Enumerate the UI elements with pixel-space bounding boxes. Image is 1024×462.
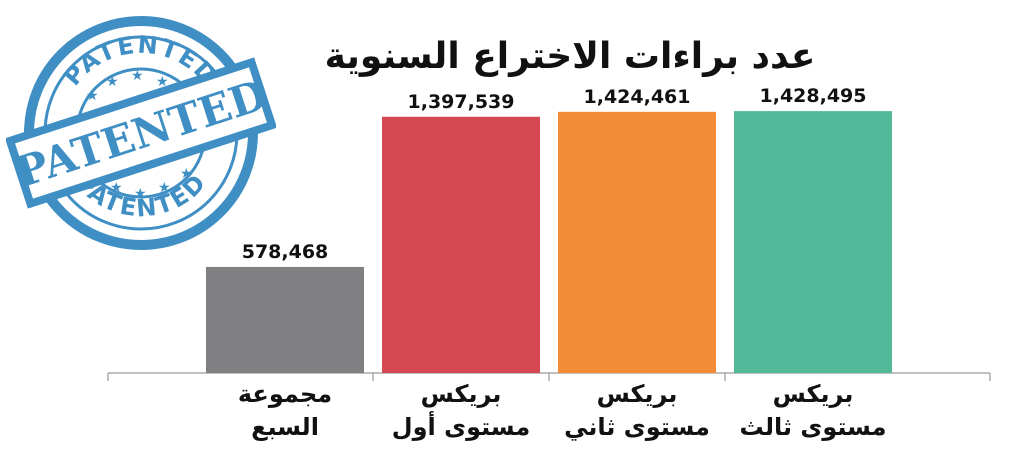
bar-value-label: 578,468 [242,241,329,263]
x-tick-label: السبع [251,413,319,441]
x-tick-label: بريكس [421,380,502,408]
patented-stamp-logo: PATENTED PATENTED ★★ ★★ ★ ★★ ★★ ★ PATENT… [6,16,276,250]
svg-text:★: ★ [106,74,119,90]
bar [382,116,540,373]
svg-text:★: ★ [86,88,99,104]
svg-text:★: ★ [158,180,171,196]
x-tick-label: مستوى ثالث [740,413,887,441]
svg-text:★: ★ [180,166,193,182]
bar-value-label: 1,428,495 [760,85,867,107]
chart-title: عدد براءات الاختراع السنوية [324,36,816,77]
bar [734,111,892,373]
x-tick-label: مستوى أول [392,411,530,441]
x-tick-label: بريكس [597,380,678,408]
bar-value-label: 1,397,539 [408,91,515,113]
x-tick-label: مستوى ثاني [564,413,710,441]
bar-value-label: 1,424,461 [584,86,691,108]
svg-text:★: ★ [134,186,147,202]
bar [206,266,364,373]
svg-text:★: ★ [156,74,169,90]
bar [558,111,716,373]
x-tick-label: مجموعة [238,380,332,408]
svg-text:★: ★ [110,180,123,196]
svg-text:★: ★ [131,68,144,84]
x-tick-label: بريكس [773,380,854,408]
